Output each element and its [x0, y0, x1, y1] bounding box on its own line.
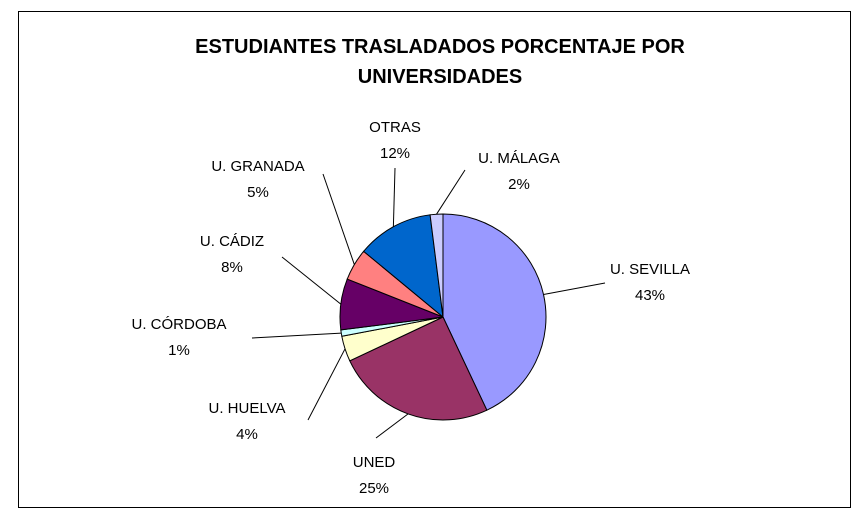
slice-value: 2% [508, 176, 530, 193]
slice-value: 5% [247, 184, 269, 201]
slice-value: 4% [236, 426, 258, 443]
slice-label: U. SEVILLA [610, 261, 690, 278]
slice-value: 1% [168, 342, 190, 359]
slice-label: UNED [353, 454, 396, 471]
leader-line [251, 332, 342, 339]
slice-label: OTRAS [369, 119, 421, 136]
slice-value: 43% [635, 287, 665, 304]
leader-line [436, 169, 466, 215]
leader-line [375, 413, 409, 439]
pie-slice [442, 213, 547, 411]
slice-value: 12% [380, 145, 410, 162]
slice-label: U. CÁDIZ [200, 233, 264, 250]
leader-line [307, 348, 346, 421]
slice-label: U. HUELVA [209, 400, 286, 417]
pie-slice [349, 316, 488, 421]
chart-title: ESTUDIANTES TRASLADADOS PORCENTAJE POR U… [195, 36, 685, 88]
slice-label: U. MÁLAGA [478, 150, 560, 167]
leader-line [543, 282, 606, 296]
slice-label: U. CÓRDOBA [131, 316, 226, 333]
leader-line [392, 167, 396, 227]
slice-value: 25% [359, 480, 389, 497]
slice-value: 8% [221, 259, 243, 276]
slice-label: U. GRANADA [211, 158, 304, 175]
leader-line [322, 173, 355, 265]
leader-line [281, 256, 342, 305]
